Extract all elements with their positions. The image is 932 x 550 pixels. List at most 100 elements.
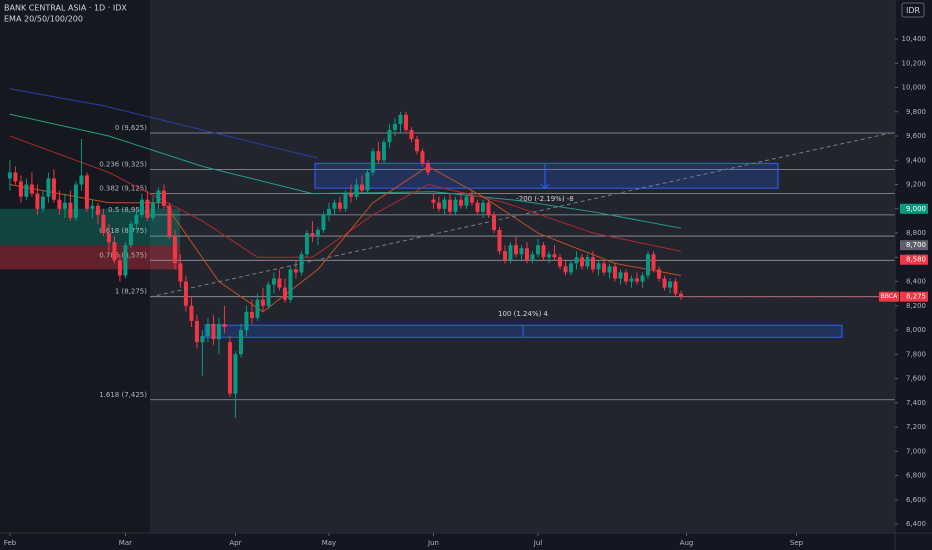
candle-body	[249, 311, 254, 318]
candle-body	[370, 151, 375, 173]
candle-body	[491, 214, 496, 231]
candle-body	[602, 263, 607, 273]
candle-body	[183, 281, 188, 306]
candle-body	[106, 233, 111, 243]
candle-body	[35, 193, 40, 209]
candle-body	[18, 181, 23, 197]
candle-body	[381, 142, 386, 161]
candle-body	[354, 184, 359, 197]
y-tick-label: 8,000	[906, 326, 926, 334]
candle-body	[662, 278, 667, 288]
candle-body	[95, 205, 100, 215]
candle-body	[200, 336, 205, 343]
candle-body	[585, 257, 590, 267]
x-tick-label: May	[322, 539, 336, 547]
candle-body	[332, 202, 337, 209]
candle-body	[233, 354, 238, 394]
candle-body	[403, 114, 408, 130]
candle-body	[7, 172, 12, 179]
candle-body	[161, 190, 166, 206]
candle-body	[607, 266, 612, 273]
candle-body	[134, 214, 139, 224]
y-tick-label: 6,600	[906, 496, 926, 504]
candle-body	[227, 342, 232, 394]
candle-body	[431, 199, 436, 203]
candle-body	[101, 214, 106, 234]
fib-label: 0 (9,625)	[115, 124, 147, 132]
candle-body	[189, 305, 194, 321]
candle-body	[304, 233, 309, 255]
price-tag	[900, 203, 928, 214]
symbol-tag	[879, 291, 899, 302]
candle-body	[541, 245, 546, 258]
candle-body	[128, 223, 133, 246]
candle-body	[574, 257, 579, 264]
fib-label: 0.382 (9,125)	[99, 185, 147, 193]
candle-body	[502, 251, 507, 261]
candle-body	[211, 323, 216, 340]
x-tick-label: Jun	[427, 539, 439, 547]
symbol-tag-label: BBCA	[881, 293, 898, 300]
last-price-tag	[900, 291, 928, 302]
candle-body	[156, 190, 161, 203]
candle-body	[546, 254, 551, 258]
candle-body	[657, 269, 662, 279]
candle-body	[13, 172, 18, 182]
candle-body	[365, 172, 370, 191]
candle-body	[123, 245, 128, 276]
candle-body	[629, 278, 634, 282]
candle-body	[530, 254, 535, 261]
candle-body	[117, 260, 122, 276]
candle-body	[563, 266, 568, 273]
candle-body	[447, 199, 452, 212]
x-tick-label: Jul	[533, 539, 543, 547]
currency[interactable]: IDR	[906, 6, 921, 15]
candle-body	[679, 293, 684, 297]
candle-body	[277, 278, 282, 288]
price-tag	[900, 240, 928, 251]
candle-body	[557, 257, 562, 267]
y-tick-label: 10,400	[902, 35, 927, 43]
candle-body	[84, 175, 89, 209]
time-axis	[0, 533, 932, 550]
candle-body	[469, 196, 474, 203]
candle-body	[139, 199, 144, 215]
candle-body	[651, 254, 656, 270]
candle-body	[29, 184, 34, 194]
candle-body	[321, 214, 326, 231]
candle-body	[150, 202, 155, 218]
candle-body	[464, 196, 469, 206]
candle-body	[46, 178, 51, 197]
candle-body	[167, 205, 172, 237]
y-tick-label: 7,200	[906, 423, 926, 431]
candle-body	[590, 257, 595, 270]
candle-body	[326, 208, 331, 215]
ema-line	[9, 135, 682, 258]
candle-body	[62, 202, 67, 209]
fib-label: 0.5 (8,950)	[108, 206, 147, 214]
candle-body	[222, 323, 227, 328]
candle-body	[513, 245, 518, 255]
candle-body	[568, 263, 573, 273]
candle-body	[260, 299, 265, 306]
price-tag-label: 9,000	[906, 205, 926, 213]
currency-box[interactable]	[901, 2, 925, 18]
candle-body	[40, 196, 45, 209]
candle-body	[635, 278, 640, 282]
price-tag-label: 8,580	[906, 256, 926, 264]
candle-body	[348, 193, 353, 197]
candle-body	[420, 151, 425, 164]
candle-body	[359, 184, 364, 191]
fib-area	[150, 0, 895, 533]
candle-body	[266, 284, 271, 306]
zone	[0, 245, 180, 270]
candle-body	[238, 330, 243, 355]
arrow-head	[540, 183, 550, 189]
x-tick-label: Aug	[680, 539, 694, 547]
candle-body	[497, 230, 502, 252]
y-tick-label: 9,400	[906, 156, 926, 164]
fib-label: 1 (8,275)	[115, 288, 147, 296]
y-tick-label: 6,400	[906, 520, 926, 528]
trend-line	[149, 131, 896, 298]
candle-body	[79, 175, 84, 185]
